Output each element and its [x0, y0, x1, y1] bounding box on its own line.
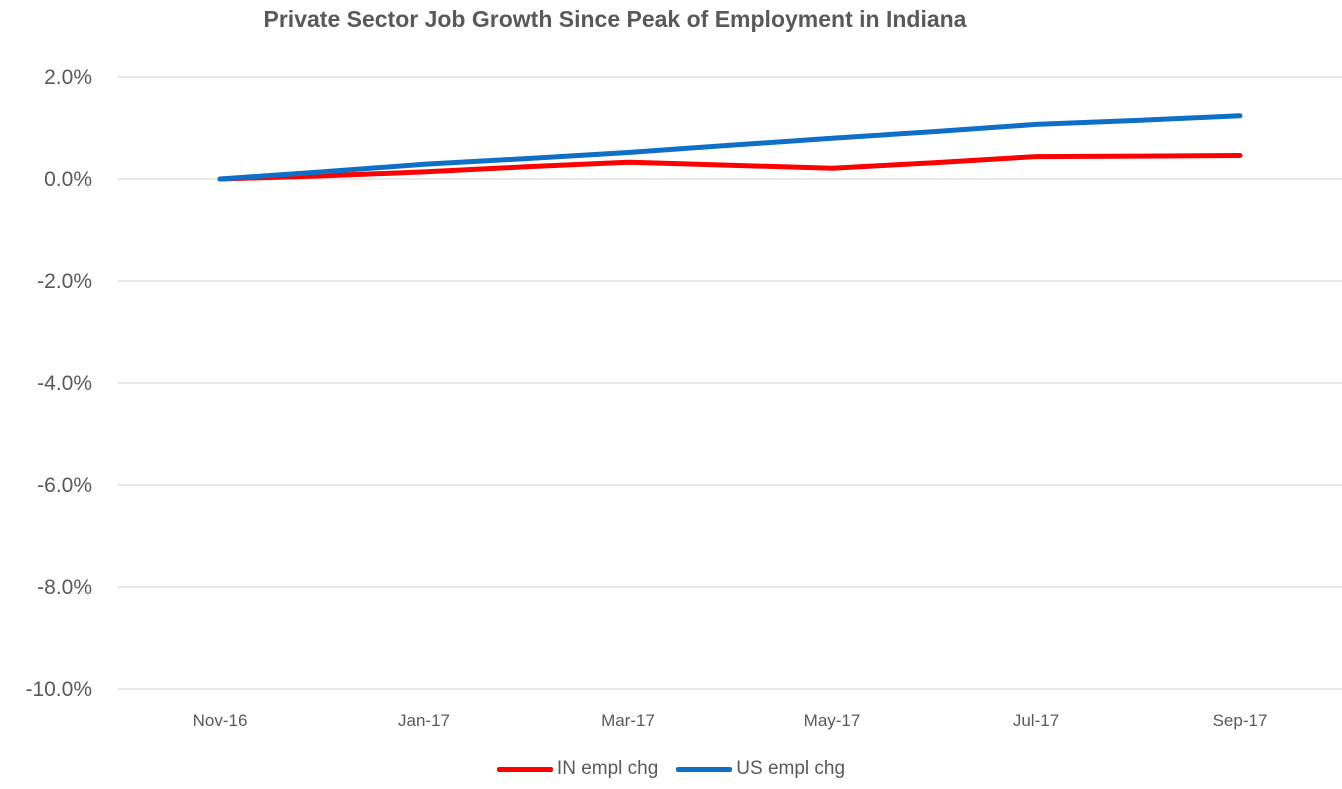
y-tick-label: -2.0%: [37, 270, 92, 293]
y-tick-label: -8.0%: [37, 576, 92, 599]
legend: IN empl chg US empl chg: [0, 758, 1342, 780]
x-tick-label: Mar-17: [601, 711, 655, 730]
series-line-us: [217, 113, 1243, 182]
y-tick-label: -4.0%: [37, 372, 92, 395]
chart-title: Private Sector Job Growth Since Peak of …: [263, 6, 967, 32]
legend-label-us: US empl chg: [736, 758, 846, 779]
x-tick-label: May-17: [804, 711, 861, 730]
x-tick-label: Jul-17: [1013, 711, 1059, 730]
legend-item-us: US empl chg: [676, 758, 845, 780]
legend-swatch-us: [676, 766, 733, 772]
y-tick-label: -10.0%: [25, 678, 92, 701]
legend-swatch-in: [496, 766, 553, 772]
legend-label-in: IN empl chg: [556, 758, 659, 779]
y-tick-label: -6.0%: [37, 474, 92, 497]
x-tick-label: Jan-17: [398, 711, 450, 730]
y-tick-label: 0.0%: [44, 168, 92, 191]
legend-item-in: IN empl chg: [496, 758, 659, 780]
x-tick-label: Nov-16: [193, 711, 248, 730]
y-tick-label: 2.0%: [44, 66, 92, 89]
x-tick-label: Sep-17: [1213, 711, 1268, 730]
